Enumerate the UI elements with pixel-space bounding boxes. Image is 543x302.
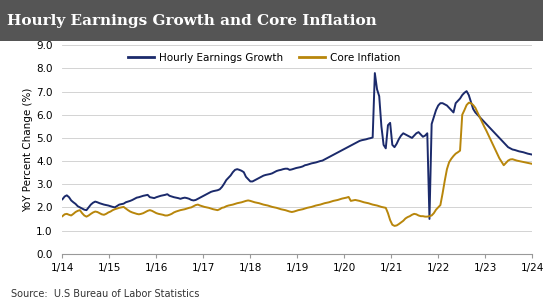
Line: Core Inflation: Core Inflation (62, 103, 532, 226)
Legend: Hourly Earnings Growth, Core Inflation: Hourly Earnings Growth, Core Inflation (124, 48, 405, 67)
Hourly Earnings Growth (177, 197, 184, 201)
Hourly Earnings Growth (59, 198, 66, 201)
Core Inflation (529, 162, 535, 166)
Core Inflation (177, 208, 184, 212)
Core Inflation (422, 215, 428, 218)
Y-axis label: YoY Percent Change (%): YoY Percent Change (%) (23, 87, 34, 212)
Core Inflation (465, 101, 472, 104)
Hourly Earnings Growth (426, 217, 433, 221)
Text: Source:  U.S Bureau of Labor Statistics: Source: U.S Bureau of Labor Statistics (11, 289, 199, 299)
Core Inflation (392, 224, 398, 228)
Hourly Earnings Growth (371, 71, 378, 75)
Core Inflation (59, 214, 66, 218)
Hourly Earnings Growth (461, 91, 468, 95)
Core Inflation (326, 201, 332, 204)
Core Inflation (459, 113, 465, 117)
Hourly Earnings Growth (529, 153, 535, 156)
Core Inflation (164, 214, 171, 217)
Line: Hourly Earnings Growth: Hourly Earnings Growth (62, 73, 532, 219)
Hourly Earnings Growth (326, 155, 332, 159)
Hourly Earnings Growth (330, 153, 337, 157)
Text: Hourly Earnings Growth and Core Inflation: Hourly Earnings Growth and Core Inflatio… (7, 14, 376, 28)
Core Inflation (330, 199, 337, 203)
Hourly Earnings Growth (422, 134, 428, 137)
Hourly Earnings Growth (164, 192, 171, 196)
